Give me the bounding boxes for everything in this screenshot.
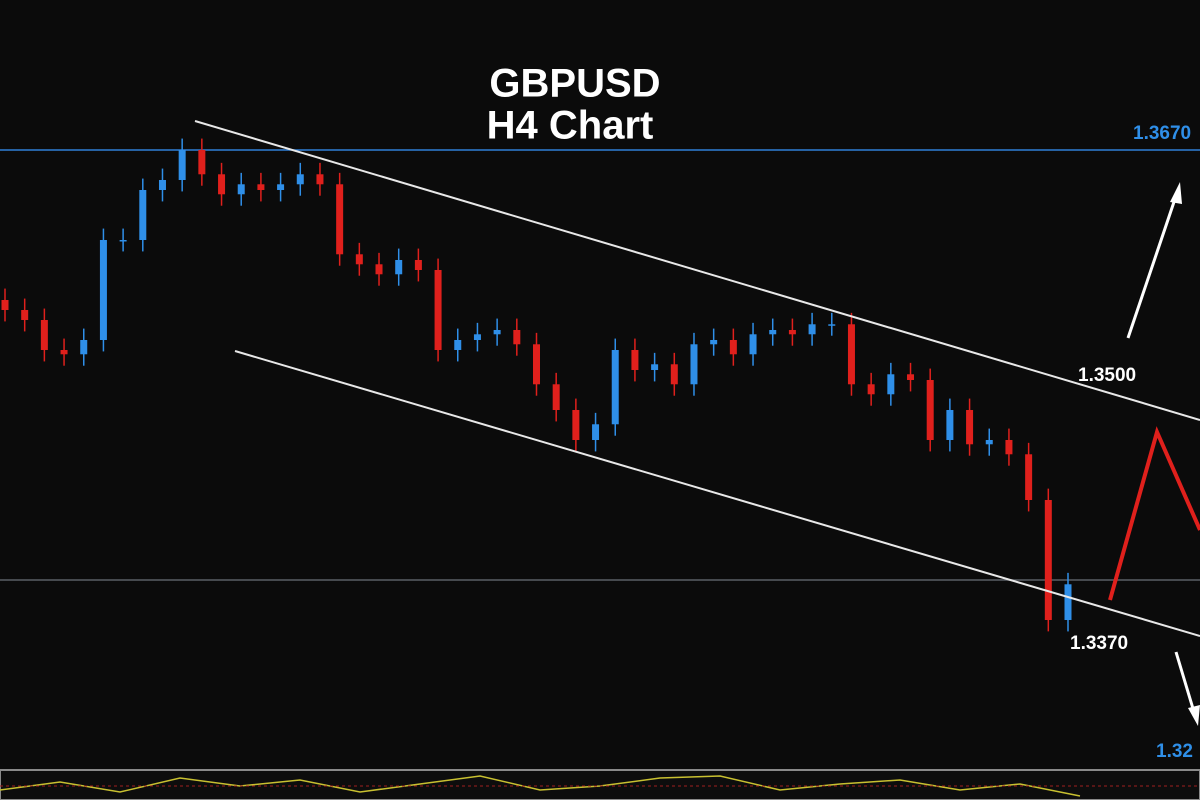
candle-body [1044,500,1052,620]
candle-body [808,324,816,335]
candle-body [533,344,540,385]
candle-body [1005,440,1013,455]
candle-body [670,364,678,385]
candle-body [769,330,777,335]
candle-body [1025,454,1033,500]
candle-body [218,174,226,195]
candle-body [828,324,836,326]
arrow-down-head [1188,705,1200,726]
oscillator-line [0,775,1081,797]
arrow-up [1126,195,1178,339]
arrow-down [1174,651,1196,713]
candle-body [355,254,363,265]
candle-body [237,184,245,195]
candle-body [316,174,324,185]
candle-body [631,350,639,370]
candle-body [572,410,580,440]
candle-body [1,300,9,310]
candle-body [375,264,383,275]
price-label: 1.3500 [1078,365,1136,386]
chart-subtitle: H4 Chart [487,104,654,148]
candle-body [867,384,875,395]
candle-body [592,424,600,440]
projection-path [1108,426,1200,601]
candle-body [139,190,147,240]
candle-body [493,330,501,335]
candle-body [60,350,68,355]
price-label: 1.32 [1156,741,1193,762]
candle-body [119,240,127,242]
candle-body [1064,584,1072,620]
candle-body [729,340,737,355]
candle-body [158,180,166,190]
candle-body [749,334,757,355]
candle-body [513,330,521,345]
candle-body [907,374,915,380]
candle-body [552,384,560,410]
price-label: 1.3370 [1070,633,1128,654]
candle-body [887,374,895,395]
candle-body [611,350,619,425]
candle-body [21,310,29,320]
candle-body [296,174,304,185]
candle-body [985,440,993,445]
candle-body [257,184,265,190]
plot [0,138,1200,632]
candle-body [454,340,462,350]
candle-body [40,320,48,350]
candle-body [926,380,934,440]
candle-body [336,184,344,255]
candle-body [966,410,974,445]
candle-body [198,150,206,175]
channel-lower [234,350,1200,637]
candle-body [80,340,88,355]
candle-body [178,150,186,180]
price-label: 1.3670 [1133,123,1191,144]
candle-body [710,340,718,345]
candle-body [946,410,954,440]
channel-upper [194,120,1200,421]
candle-body [99,240,107,340]
candle-body [847,324,855,385]
candle-body [473,334,481,340]
arrow-up-head [1170,182,1182,204]
candle-body [395,260,403,275]
oscillator-panel [0,769,1200,800]
candle-body [651,364,659,370]
candle-body [690,344,698,385]
candle-body [434,270,442,350]
candle-body [788,330,796,335]
candle-body [277,184,285,190]
candle-body [414,260,422,270]
chart-title: GBPUSD [489,62,660,106]
